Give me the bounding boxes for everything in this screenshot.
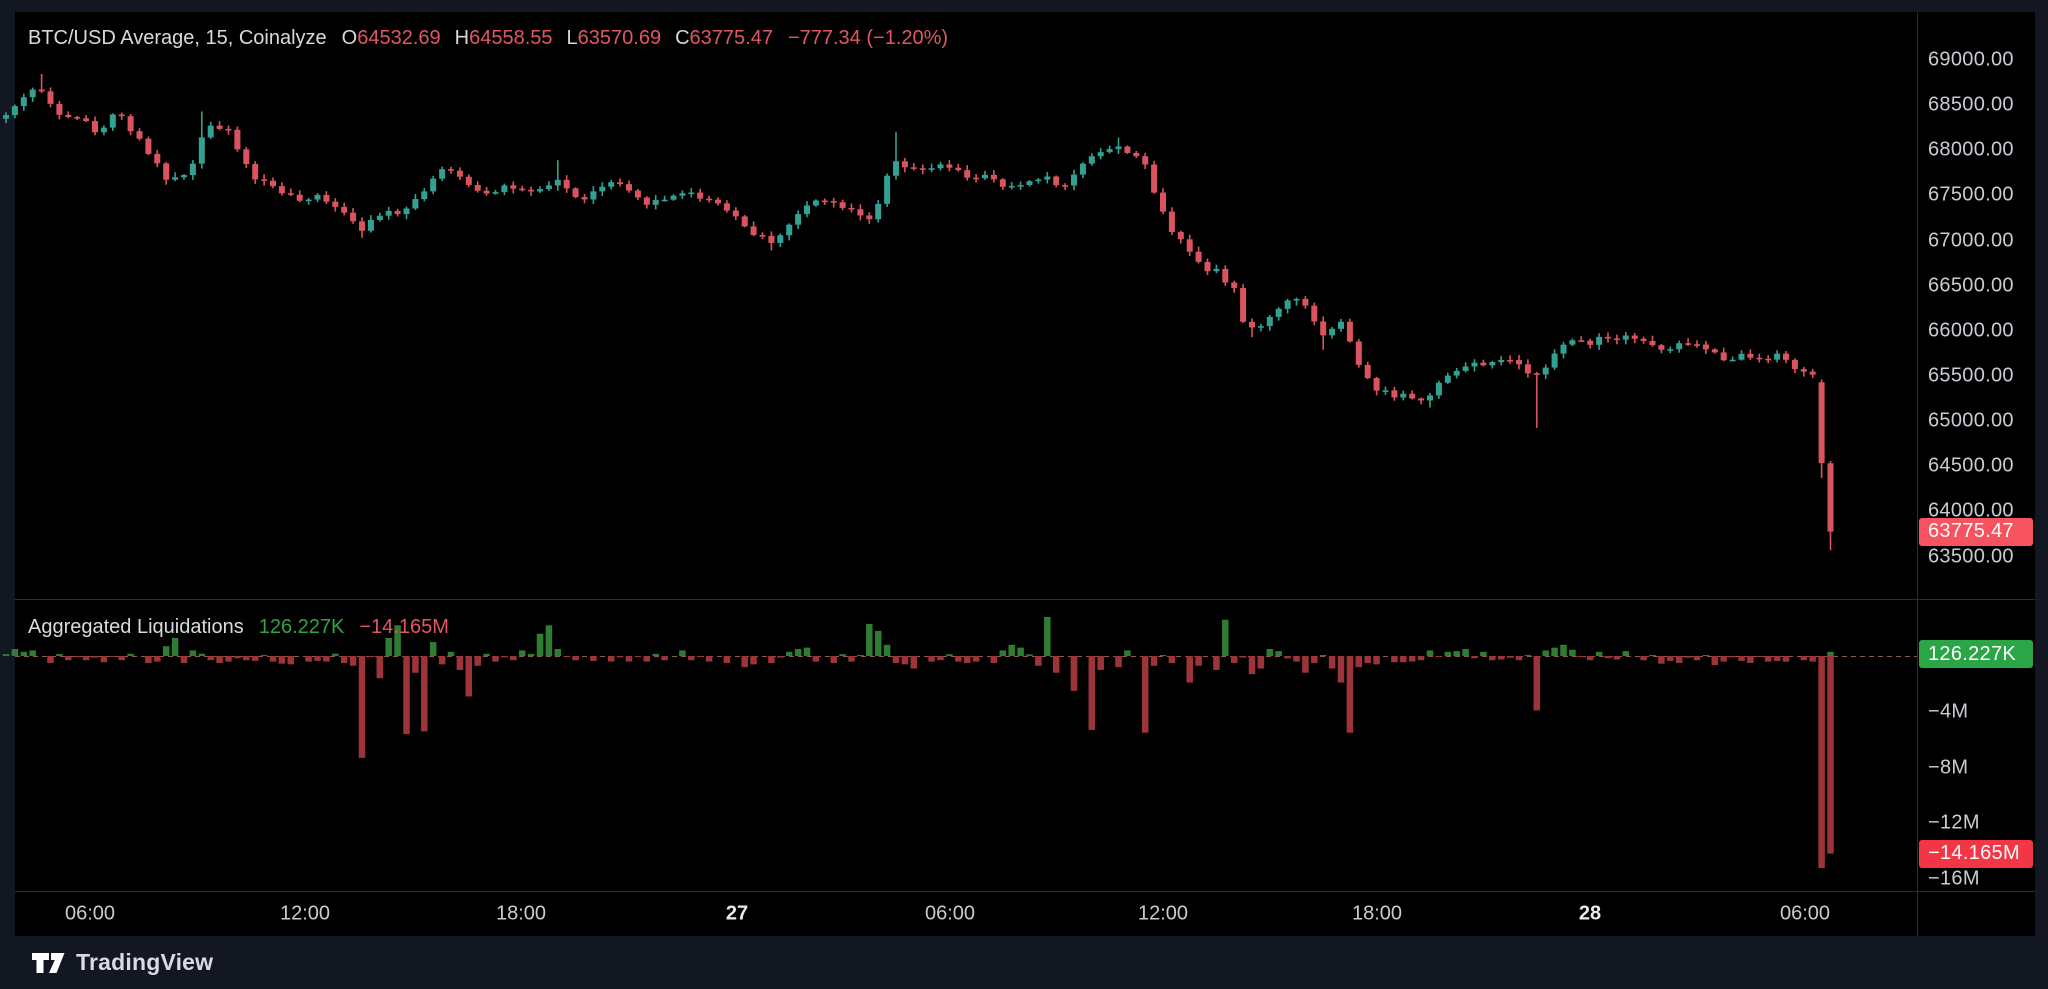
liquidations-short-badge: −14.165M <box>1919 839 2033 868</box>
time-axis-divider <box>15 891 2035 892</box>
high-value: 64558.55 <box>469 27 553 49</box>
liquidations-axis-label: −4M <box>1928 700 1969 723</box>
close-label: C <box>675 27 690 49</box>
time-axis-day-label: 28 <box>1578 902 1602 925</box>
price-axis-label: 65000.00 <box>1928 409 2014 432</box>
liquidations-title[interactable]: Aggregated Liquidations <box>28 616 244 638</box>
price-axis-label: 64000.00 <box>1928 499 2014 522</box>
last-price-badge: 63775.47 <box>1919 517 2033 546</box>
change-value: −777.34 (−1.20%) <box>787 27 949 49</box>
price-pane[interactable] <box>15 12 1917 599</box>
liquidations-axis-label: −8M <box>1928 756 1969 779</box>
price-axis-label: 68000.00 <box>1928 138 2014 161</box>
symbol-title[interactable]: BTC/USD Average, 15, Coinalyze <box>28 27 327 49</box>
open-value: 64532.69 <box>357 27 441 49</box>
open-label: O <box>341 27 358 49</box>
time-axis-label: 12:00 <box>1137 902 1189 925</box>
time-axis-label: 18:00 <box>1351 902 1403 925</box>
time-axis-label: 06:00 <box>924 902 976 925</box>
main-legend: BTC/USD Average, 15, Coinalyze O64532.69… <box>28 27 948 50</box>
ohlc-values: O64532.69 H64558.55 L63570.69 C63775.47 <box>342 27 773 50</box>
price-axis-divider <box>1917 12 1918 936</box>
liquidations-legend: Aggregated Liquidations 126.227K −14.165… <box>28 616 449 639</box>
price-axis-label: 67000.00 <box>1928 229 2014 252</box>
price-axis-label: 63500.00 <box>1928 545 2014 568</box>
time-axis[interactable]: 06:00 12:00 18:00 27 06:00 12:00 18:00 28 06:00 <box>15 892 1917 936</box>
liquidations-axis-label: −12M <box>1928 811 1980 834</box>
liquidations-long-total: 126.227K <box>258 616 345 638</box>
tradingview-brand-text: TradingView <box>76 949 214 975</box>
price-axis-label: 66500.00 <box>1928 274 2014 297</box>
time-axis-label: 06:00 <box>1779 902 1831 925</box>
price-axis-label: 67500.00 <box>1928 183 2014 206</box>
price-axis-label: 66000.00 <box>1928 319 2014 342</box>
tradingview-logo-icon <box>32 952 65 973</box>
liquidations-pane[interactable] <box>15 600 1917 891</box>
price-axis-label: 69000.00 <box>1928 48 2014 71</box>
price-axis-label: 64500.00 <box>1928 454 2014 477</box>
tradingview-link[interactable]: TradingView <box>30 948 213 978</box>
liquidations-axis-label: −16M <box>1928 867 1980 890</box>
liquidations-short-total: −14.165M <box>359 616 449 638</box>
pane-divider[interactable] <box>15 599 2035 600</box>
low-label: L <box>566 27 578 49</box>
time-axis-day-label: 27 <box>725 902 749 925</box>
price-axis-label: 65500.00 <box>1928 364 2014 387</box>
close-value: 63775.47 <box>689 27 773 49</box>
low-value: 63570.69 <box>577 27 662 49</box>
high-label: H <box>454 27 470 49</box>
time-axis-label: 06:00 <box>64 902 116 925</box>
liquidations-long-badge: 126.227K <box>1919 640 2033 669</box>
price-axis-label: 68500.00 <box>1928 93 2014 116</box>
footer-bar: TradingView <box>0 936 2048 989</box>
chart-widget <box>15 12 2035 936</box>
time-axis-label: 12:00 <box>279 902 331 925</box>
time-axis-label: 18:00 <box>495 902 547 925</box>
